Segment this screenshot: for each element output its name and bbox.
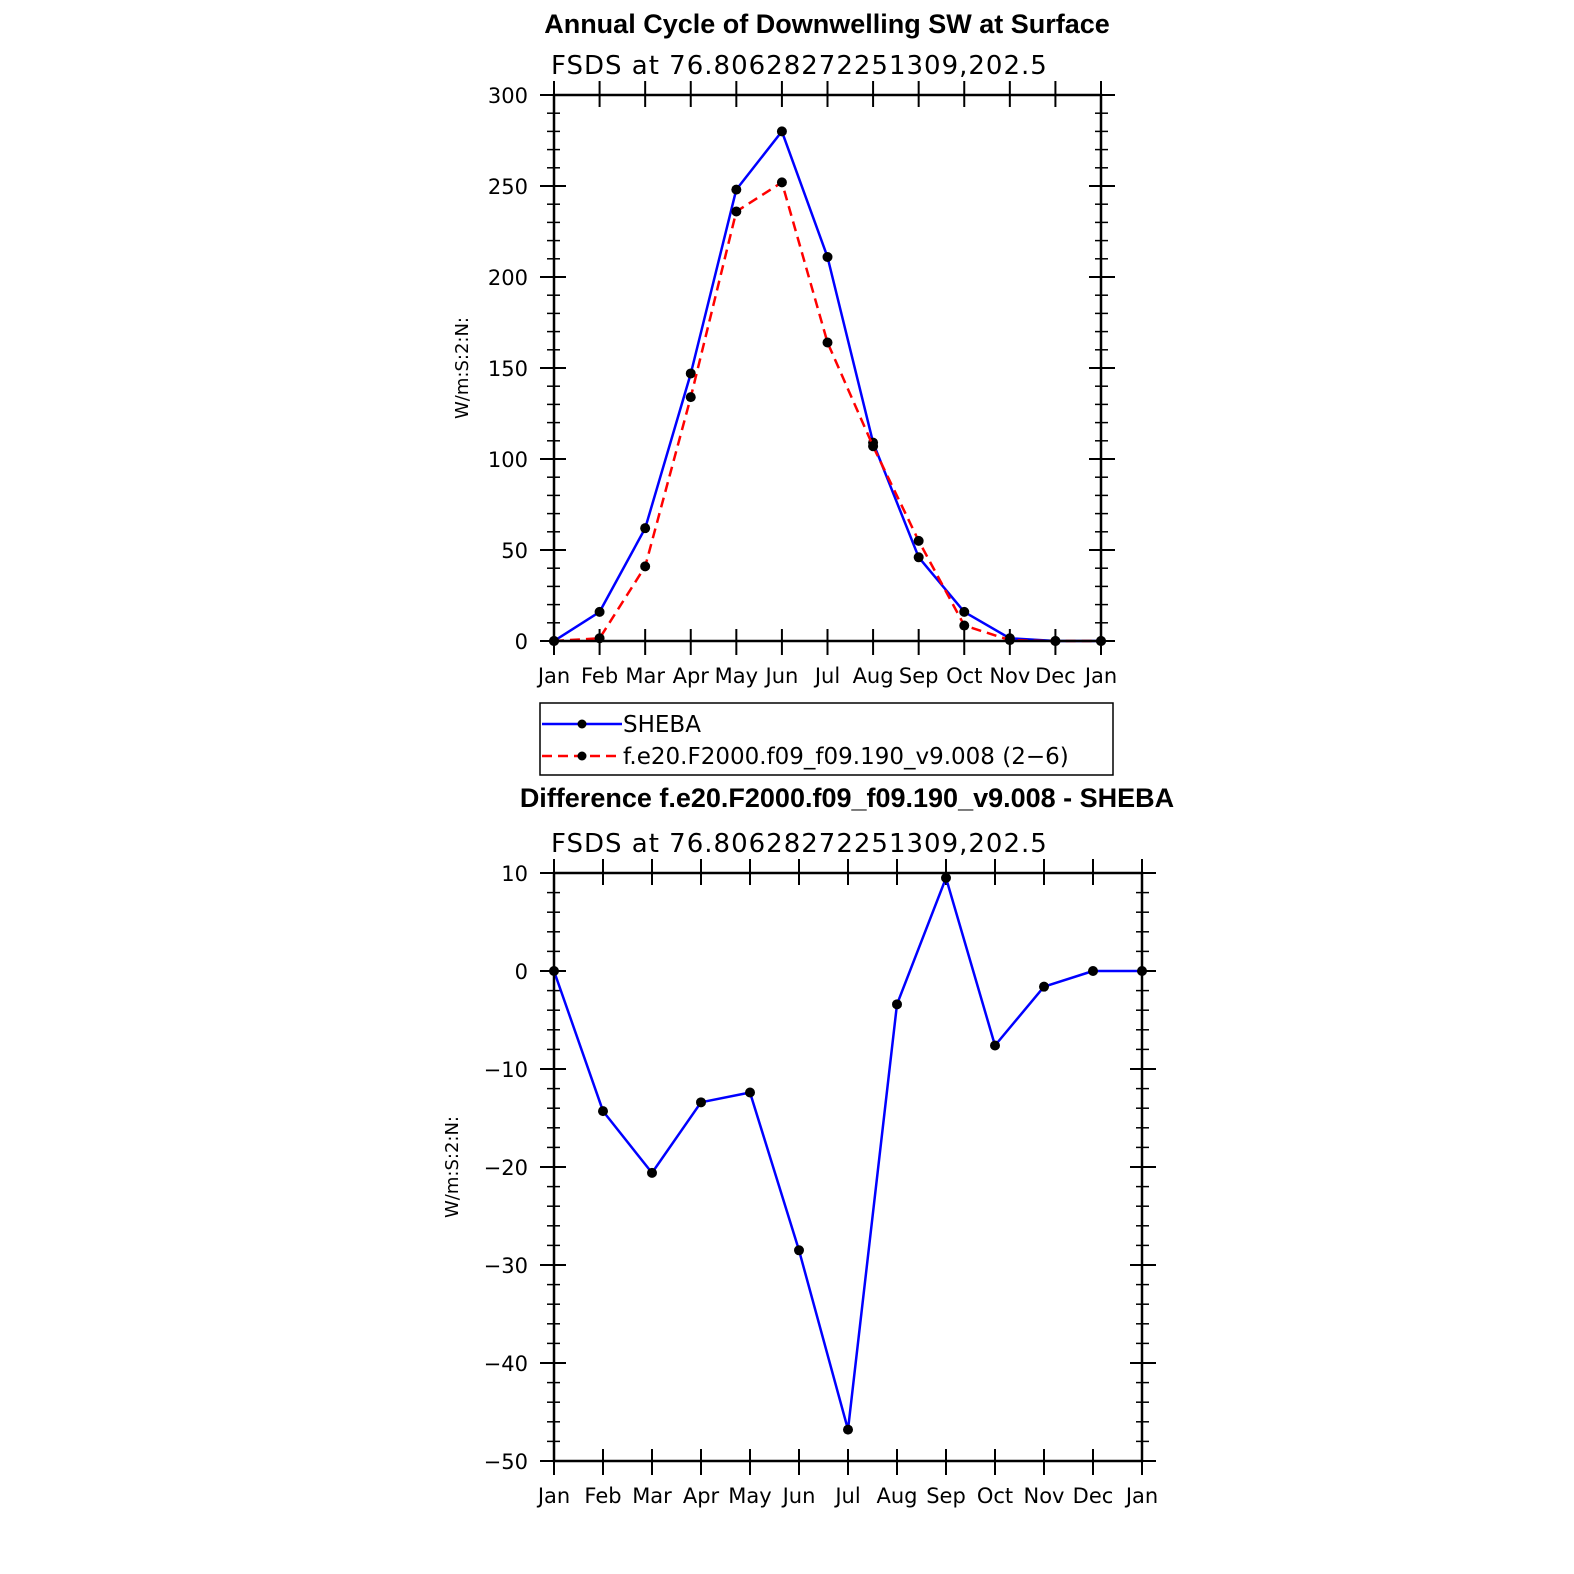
chart1-series-1-point	[640, 561, 651, 572]
chart2-subtitle: FSDS at 76.80628272251309,202.5	[551, 829, 1048, 859]
chart2-ytick-label: −20	[484, 1156, 528, 1180]
chart-annual-cycle: Annual Cycle of Downwelling SW at Surfac…	[452, 9, 1117, 776]
chart1-series-0-point	[685, 368, 696, 379]
chart1-series-1-point	[913, 535, 924, 546]
chart2-series-0-point	[647, 1167, 657, 1178]
chart1-xtick-label: Nov	[989, 664, 1030, 688]
chart2-xtick-label: Mar	[632, 1484, 672, 1508]
chart1-xtick-label: Feb	[581, 664, 618, 688]
chart1-ytick-label: 150	[488, 357, 528, 381]
chart2-y-axis-label: W/m:S:2:N:	[442, 1116, 463, 1218]
chart1-series-1-point	[822, 337, 833, 348]
legend-label-sheba: SHEBA	[623, 712, 701, 738]
chart2-xtick-label: Aug	[876, 1484, 917, 1508]
chart1-ytick-label: 200	[488, 266, 528, 290]
chart2-xtick-label: Jan	[536, 1484, 570, 1508]
chart1-xtick-label: Jun	[764, 664, 799, 688]
chart1-series-1-point	[868, 441, 879, 452]
chart2-xtick-label: Sep	[926, 1484, 966, 1508]
chart1-ytick-label: 100	[488, 448, 528, 472]
chart2-series-0-point	[794, 1245, 804, 1256]
chart1-series-line-1	[553, 181, 1101, 643]
chart1-series-0-point	[776, 126, 787, 137]
legend-entry-sheba: SHEBA	[542, 712, 701, 738]
chart2-plot-frame	[552, 871, 1144, 1463]
chart1-xtick-label: May	[715, 664, 758, 688]
chart1-series-0-point	[731, 184, 742, 195]
chart1-xtick-label: Sep	[899, 664, 939, 688]
chart2-xtick-label: Nov	[1024, 1484, 1065, 1508]
chart2-xtick-label: Feb	[584, 1484, 621, 1508]
chart1-ytick-label: 250	[488, 175, 528, 199]
chart2-series-0-point	[990, 1040, 1000, 1051]
chart1-ytick-label: 50	[501, 539, 528, 563]
chart1-xtick-label: Jan	[536, 664, 570, 688]
chart2-xtick-label: Jul	[833, 1484, 860, 1508]
chart2-series-0-point	[696, 1097, 706, 1108]
chart1-xtick-label: Apr	[673, 664, 710, 688]
chart2-series-0-point	[1088, 966, 1098, 976]
legend-entry-model: f.e20.F2000.f09_f09.190_v9.008 (2−6)	[542, 744, 1069, 770]
chart2-ytick-label: −40	[484, 1352, 528, 1376]
chart1-series-0-point	[640, 523, 651, 534]
chart1-series-0-point	[822, 251, 833, 262]
chart2-ytick-label: −10	[484, 1058, 528, 1082]
chart1-subtitle: FSDS at 76.80628272251309,202.5	[551, 51, 1048, 81]
chart2-series-0-point	[745, 1087, 755, 1098]
chart2-xtick-label: Oct	[977, 1484, 1013, 1508]
chart2-series-0-point	[843, 1424, 853, 1435]
chart1-legend: SHEBA f.e20.F2000.f09_f09.190_v9.008 (2−…	[539, 702, 1114, 776]
chart2-series-0-point	[1039, 981, 1049, 992]
chart1-title: Annual Cycle of Downwelling SW at Surfac…	[544, 9, 1110, 39]
chart1-series-0-point	[913, 552, 924, 563]
legend-label-model: f.e20.F2000.f09_f09.190_v9.008 (2−6)	[623, 744, 1069, 770]
chart2-xtick-label: May	[728, 1484, 771, 1508]
chart1-series-line-0	[553, 130, 1101, 643]
chart1-xtick-label: Jul	[813, 664, 840, 688]
chart1-y-axis-label: W/m:S:2:N:	[452, 317, 473, 419]
chart1-series-1-point	[959, 620, 970, 631]
chart1-xtick-label: Jan	[1083, 664, 1117, 688]
chart2-series-0-point	[892, 999, 902, 1010]
chart2-ytick-label: −30	[484, 1254, 528, 1278]
chart1-series-1-point	[731, 206, 742, 217]
chart1-xtick-label: Mar	[625, 664, 665, 688]
chart2-series-0-point	[941, 872, 951, 883]
chart1-series-1-point	[776, 177, 787, 188]
chart1-series-0-point	[594, 606, 605, 617]
chart2-ytick-label: −50	[484, 1450, 528, 1474]
chart1-xtick-label: Aug	[853, 664, 894, 688]
chart2-ytick-label: 0	[515, 960, 528, 984]
chart2-series-0-point	[598, 1106, 608, 1117]
chart1-xtick-label: Oct	[946, 664, 982, 688]
chart2-title: Difference f.e20.F2000.f09_f09.190_v9.00…	[520, 783, 1174, 813]
chart1-series-0-point	[959, 606, 970, 617]
legend-marker-sheba	[577, 719, 587, 729]
legend-marker-model	[577, 751, 587, 761]
chart2-ytick-label: 10	[501, 862, 528, 886]
legend-box	[539, 702, 1114, 776]
chart2-xtick-label: Apr	[683, 1484, 720, 1508]
chart2-xtick-label: Jan	[1124, 1484, 1158, 1508]
chart1-ytick-label: 0	[515, 630, 528, 654]
chart2-xtick-label: Jun	[781, 1484, 816, 1508]
chart1-series-1-point	[685, 392, 696, 403]
chart-difference: Difference f.e20.F2000.f09_f09.190_v9.00…	[442, 783, 1174, 1508]
chart2-series-line-0	[552, 876, 1142, 1431]
chart1-plot-frame	[552, 93, 1103, 643]
chart2-xtick-label: Dec	[1073, 1484, 1114, 1508]
chart1-ytick-label: 300	[488, 84, 528, 108]
chart1-xtick-label: Dec	[1035, 664, 1076, 688]
